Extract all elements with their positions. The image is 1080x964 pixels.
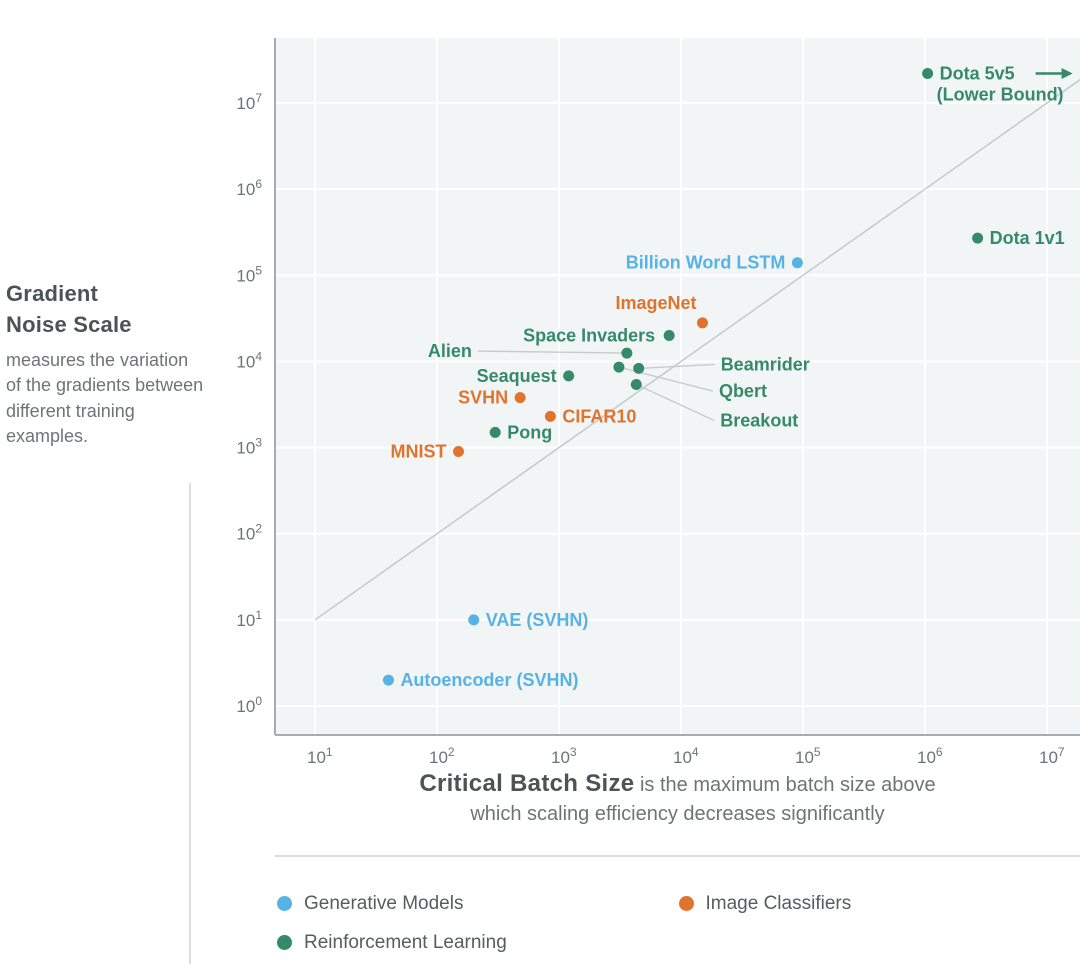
- point-label-mnist: MNIST: [390, 442, 446, 462]
- point-label-qbert: Qbert: [719, 381, 767, 401]
- offscale-arrow-head-icon: [1061, 68, 1073, 80]
- data-point-vae-svhn: [468, 614, 480, 626]
- y-tick-10e3: 103: [236, 436, 262, 458]
- y-tick-10e2: 102: [236, 522, 262, 544]
- x-tick-10e3: 103: [551, 745, 577, 767]
- x-axis-caption-line1: Critical Batch Size is the maximum batch…: [275, 770, 1080, 798]
- image-classifiers-dot-icon: [678, 896, 694, 911]
- x-tick-10e2: 102: [429, 745, 455, 767]
- y-axis-note-title: Gradient Noise Scale: [6, 281, 132, 338]
- x-axis-title: Critical Batch Size: [419, 770, 635, 797]
- point-label-vae-svhn: VAE (SVHN): [486, 610, 589, 630]
- sidebar-edge-line: [189, 483, 191, 964]
- data-point-breakout: [630, 378, 642, 390]
- point-label-pong: Pong: [507, 422, 552, 442]
- reinforcement-learning-dot-icon: [277, 935, 292, 950]
- data-point-qbert: [613, 361, 625, 373]
- legend-label-reinforcement-learning: Reinforcement Learning: [304, 931, 507, 953]
- data-point-imagenet: [696, 317, 708, 329]
- data-point-dota-5v5: [922, 68, 934, 80]
- data-point-pong: [489, 426, 501, 438]
- point-label-dota-5v5: Dota 5v5: [940, 64, 1015, 84]
- x-tick-10e7: 107: [1039, 745, 1065, 767]
- x-axis-caption-line2: which scaling efficiency decreases signi…: [470, 803, 885, 825]
- x-tick-10e6: 106: [917, 745, 943, 767]
- data-point-autoencoder-svhn: [382, 674, 394, 686]
- reference-line-y-equals-x: [314, 78, 1080, 621]
- point-label-svhn: SVHN: [458, 388, 508, 408]
- data-point-billion-word-lstm: [791, 257, 803, 269]
- generative-models-dot-icon: [277, 896, 292, 911]
- y-tick-10e5: 105: [236, 263, 262, 285]
- y-axis-note: Gradient Noise Scale measures the variat…: [6, 278, 204, 449]
- legend-divider: [275, 855, 1080, 857]
- y-axis-note-description: measures the variation of the gradients …: [6, 350, 204, 446]
- point-label-billion-word-lstm: Billion Word LSTM: [626, 253, 786, 273]
- legend: Generative Models Image Classifiers Rein…: [277, 884, 1080, 962]
- x-axis-caption: Critical Batch Size is the maximum batch…: [275, 770, 1080, 826]
- x-tick-10e4: 104: [673, 745, 699, 767]
- data-point-cifar10: [544, 410, 556, 422]
- y-tick-10e1: 101: [236, 608, 262, 630]
- legend-item-reinforcement-learning: Reinforcement Learning: [277, 932, 701, 954]
- x-axis-caption-rest: is the maximum batch size above: [639, 774, 936, 796]
- y-tick-10e6: 106: [236, 177, 262, 199]
- x-tick-10e1: 101: [307, 745, 333, 767]
- data-point-dota-1v1: [972, 232, 984, 244]
- legend-label-image-classifiers: Image Classifiers: [705, 892, 852, 914]
- legend-label-generative-models: Generative Models: [304, 892, 464, 914]
- data-point-space-invaders: [663, 330, 675, 342]
- data-point-seaquest: [563, 370, 575, 382]
- y-tick-10e0: 100: [236, 694, 262, 716]
- point-label-alien: Alien: [428, 341, 472, 361]
- plot-area: [275, 38, 1080, 735]
- leader-line-alien: [477, 350, 627, 354]
- point-label-imagenet: ImageNet: [615, 293, 696, 313]
- point-label-seaquest: Seaquest: [477, 366, 557, 386]
- y-tick-10e7: 107: [236, 91, 262, 113]
- data-point-alien: [621, 347, 633, 359]
- data-point-beamrider: [633, 362, 645, 374]
- legend-item-generative-models: Generative Models: [277, 893, 679, 915]
- data-point-mnist: [452, 446, 464, 458]
- point-label-autoencoder-svhn: Autoencoder (SVHN): [400, 670, 578, 690]
- point-label-breakout: Breakout: [720, 410, 798, 430]
- y-tick-10e4: 104: [236, 349, 262, 371]
- data-point-svhn: [514, 392, 526, 404]
- legend-row-1: Generative Models Image Classifiers: [277, 884, 1080, 923]
- point-label-cifar10: CIFAR10: [562, 406, 636, 426]
- point-label-space-invaders: Space Invaders: [523, 326, 655, 346]
- x-tick-10e5: 105: [795, 745, 821, 767]
- leader-line-breakout: [635, 383, 715, 422]
- point-label-beamrider: Beamrider: [721, 354, 810, 374]
- legend-item-image-classifiers: Image Classifiers: [678, 892, 1080, 915]
- point-label-dota-1v1: Dota 1v1: [990, 228, 1065, 248]
- leader-line-beamrider: [638, 363, 715, 370]
- legend-row-2: Reinforcement Learning: [277, 923, 1080, 962]
- point-sublabel-dota-5v5: (Lower Bound): [937, 85, 1064, 105]
